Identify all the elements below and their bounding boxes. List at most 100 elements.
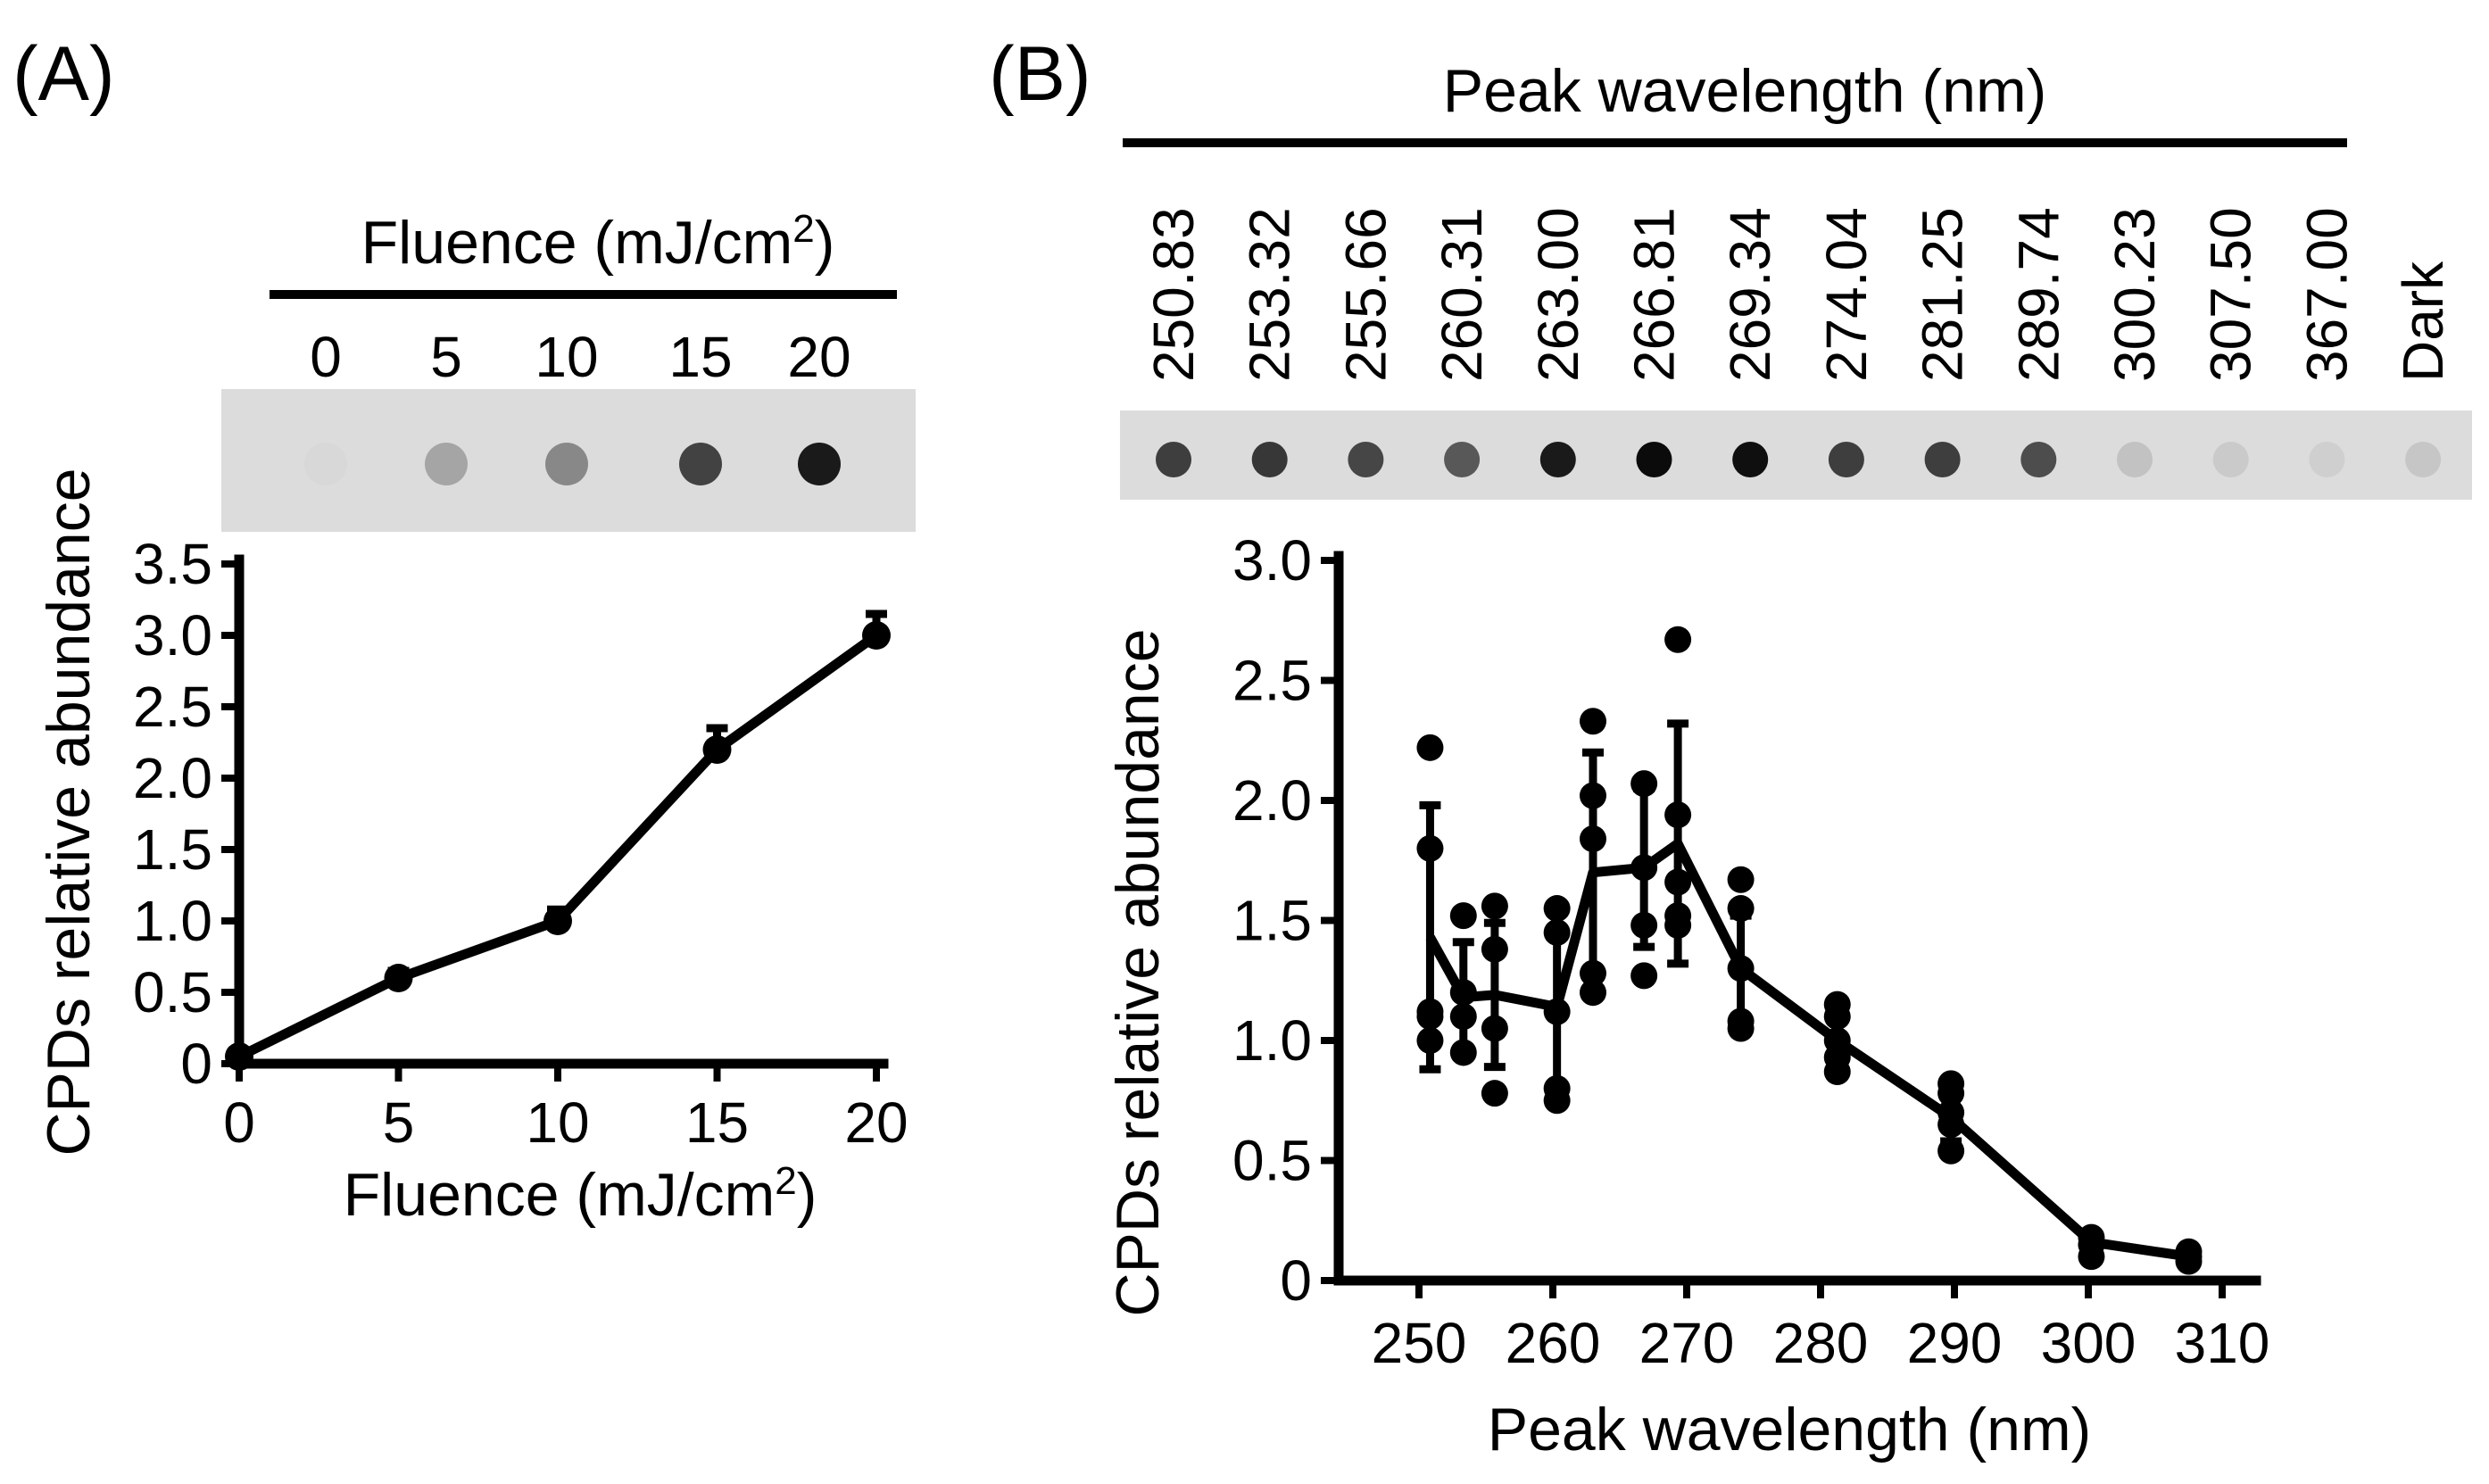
panel-b-replicate-point — [1580, 959, 1606, 987]
panel-a-y-tick-label: 1.0 — [133, 889, 212, 953]
panel-a-data-point — [862, 621, 891, 650]
panel-b-blot-dot — [2309, 442, 2345, 477]
panel-a-lane-label: 15 — [668, 325, 732, 389]
panel-b-y-tick-label: 3.0 — [1232, 528, 1312, 593]
panel-b-y-tick-label: 0.5 — [1232, 1129, 1312, 1193]
panel-b-label: (B) — [989, 31, 1091, 117]
panel-b-replicate-point — [1449, 902, 1477, 930]
panel-b-lane-label: 266.81 — [1622, 207, 1687, 382]
panel-a-lane-label: 20 — [787, 325, 850, 389]
panel-a-ticks: 0 0.5 1.0 1.5 2.0 2.5 3.0 3.5 0 5 10 15 20 — [133, 532, 908, 1155]
panel-a-y-tick-label: 2.5 — [133, 675, 212, 739]
panel-a-xlabel: Fluence (mJ/cm2) — [344, 1159, 817, 1229]
panel-b-lane-label: 260.31 — [1430, 207, 1494, 382]
panel-b-replicate-point — [1727, 955, 1755, 982]
panel-b-blot-dot — [1539, 442, 1576, 477]
panel-a-data-point — [384, 964, 413, 992]
panel-b-ticks: 0 0.5 1.0 1.5 2.0 2.5 3.0 250 260 270 280 290 300 310 — [1232, 528, 2269, 1375]
panel-b: (B) Peak wavelength (nm) 250.83 253.32 255… — [989, 31, 2472, 1463]
panel-b-replicate-points — [1416, 626, 2203, 1275]
panel-b-x-tick-label: 290 — [1907, 1311, 2003, 1375]
panel-b-y-tick-label: 2.5 — [1232, 649, 1312, 713]
panel-b-x-tick-label: 310 — [2175, 1311, 2270, 1375]
panel-b-lane-label: 253.32 — [1238, 207, 1302, 382]
panel-b-blot-dot — [1251, 442, 1288, 477]
panel-b-lane-label: 289.74 — [2006, 207, 2070, 382]
panel-b-ylabel: CPDs relative abundance — [1104, 628, 1172, 1316]
panel-a-blot-dot — [798, 443, 841, 485]
panel-a-chart: 0 0.5 1.0 1.5 2.0 2.5 3.0 3.5 0 5 10 15 20 Fluence (… — [35, 468, 908, 1229]
panel-b-replicate-point — [1580, 708, 1606, 735]
panel-b-lane-label: 281.25 — [1911, 207, 1975, 382]
panel-b-replicate-point — [1630, 911, 1658, 939]
panel-b-replicate-point — [1580, 979, 1606, 1007]
panel-a-blot-dot — [304, 443, 347, 485]
panel-b-replicate-point — [1416, 1027, 1444, 1054]
panel-b-replicate-point — [1580, 782, 1606, 809]
panel-b-blot-dot — [1444, 442, 1481, 477]
panel-b-replicate-point — [2175, 1248, 2203, 1275]
panel-b-y-tick-label: 1.0 — [1232, 1008, 1312, 1073]
panel-b-replicate-point — [1727, 1007, 1755, 1035]
panel-b-replicate-point — [1823, 1057, 1851, 1085]
panel-b-replicate-point — [1937, 1111, 1965, 1139]
panel-b-replicate-point — [1449, 1039, 1477, 1066]
panel-b-blot-dot — [1828, 442, 1864, 477]
panel-b-blot-dot — [1636, 442, 1672, 477]
panel-b-replicate-point — [1543, 1087, 1571, 1115]
panel-b-replicate-point — [1416, 834, 1444, 862]
panel-b-replicate-point — [1416, 998, 1444, 1025]
panel-a-data-point — [225, 1042, 253, 1071]
panel-b-lane-label: 263.00 — [1526, 207, 1590, 382]
panel-b-replicate-point — [1481, 892, 1508, 920]
panel-b-replicate-point — [1449, 1003, 1477, 1031]
panel-b-replicate-point — [1937, 1137, 1965, 1165]
panel-a-y-tick-label: 2.0 — [133, 746, 212, 810]
panel-b-lane-label: 269.34 — [1718, 207, 1782, 382]
panel-b-replicate-point — [1630, 770, 1658, 798]
panel-b-replicate-point — [1416, 734, 1444, 761]
panel-b-replicate-point — [1580, 825, 1606, 853]
panel-a-x-tick-label: 10 — [526, 1090, 589, 1155]
panel-b-replicate-point — [1664, 801, 1692, 829]
panel-b-blot-dot — [2020, 442, 2057, 477]
panel-b-replicate-point — [1664, 626, 1692, 653]
panel-b-x-tick-label: 260 — [1506, 1311, 1601, 1375]
panel-a-y-tick-label: 3.5 — [133, 532, 212, 596]
panel-b-xlabel: Peak wavelength (nm) — [1488, 1396, 2092, 1463]
panel-a-lane-label: 10 — [535, 325, 598, 389]
panel-b-blot-dot — [2117, 442, 2153, 477]
panel-b-replicate-point — [1823, 1003, 1851, 1031]
panel-a-blot-dot — [545, 443, 588, 485]
panel-a-ylabel: CPDs relative abundance — [35, 468, 103, 1156]
panel-b-lane-label: 274.04 — [1814, 207, 1879, 382]
panel-b-lane-labels: 250.83 253.32 255.66 260.31 263.00 266.81 269.… — [1141, 207, 2455, 382]
panel-a-points — [225, 621, 891, 1071]
panel-b-replicate-point — [1664, 868, 1692, 896]
panel-b-blot-dot — [1924, 442, 1961, 477]
panel-a-data-point — [702, 735, 732, 764]
panel-b-x-tick-label: 250 — [1372, 1311, 1467, 1375]
panel-a-y-tick-label: 0.5 — [133, 960, 212, 1024]
panel-b-replicate-point — [1543, 918, 1571, 946]
panel-b-replicate-point — [1727, 866, 1755, 893]
panel-b-dot-blot — [1120, 410, 2472, 500]
panel-a-x-tick-label: 0 — [223, 1090, 255, 1155]
panel-b-replicate-point — [1630, 854, 1658, 882]
panel-b-replicate-point — [2078, 1243, 2105, 1271]
panel-b-blot-dots — [1156, 442, 2442, 477]
panel-b-replicate-point — [1937, 1080, 1965, 1107]
panel-b-blot-dot — [1156, 442, 1191, 477]
panel-b-replicate-point — [1543, 998, 1571, 1025]
panel-a-lane-labels: 0 5 10 15 20 — [310, 325, 850, 389]
panel-a: (A) Fluence (mJ/cm2) 0 5 10 15 20 0 0.5 1.0 1.5… — [12, 31, 916, 1229]
panel-a-x-tick-label: 20 — [844, 1090, 908, 1155]
panel-b-replicate-point — [1481, 1015, 1508, 1042]
panel-b-lane-label: 255.66 — [1333, 207, 1398, 382]
panel-b-chart: 0 0.5 1.0 1.5 2.0 2.5 3.0 250 260 270 280 290 300 310… — [1104, 528, 2269, 1463]
panel-a-y-tick-label: 0 — [180, 1032, 212, 1096]
panel-a-blot-header: Fluence (mJ/cm2) — [361, 207, 835, 277]
panel-a-blot-dot — [425, 443, 468, 485]
panel-b-lane-label: 367.00 — [2294, 207, 2359, 382]
